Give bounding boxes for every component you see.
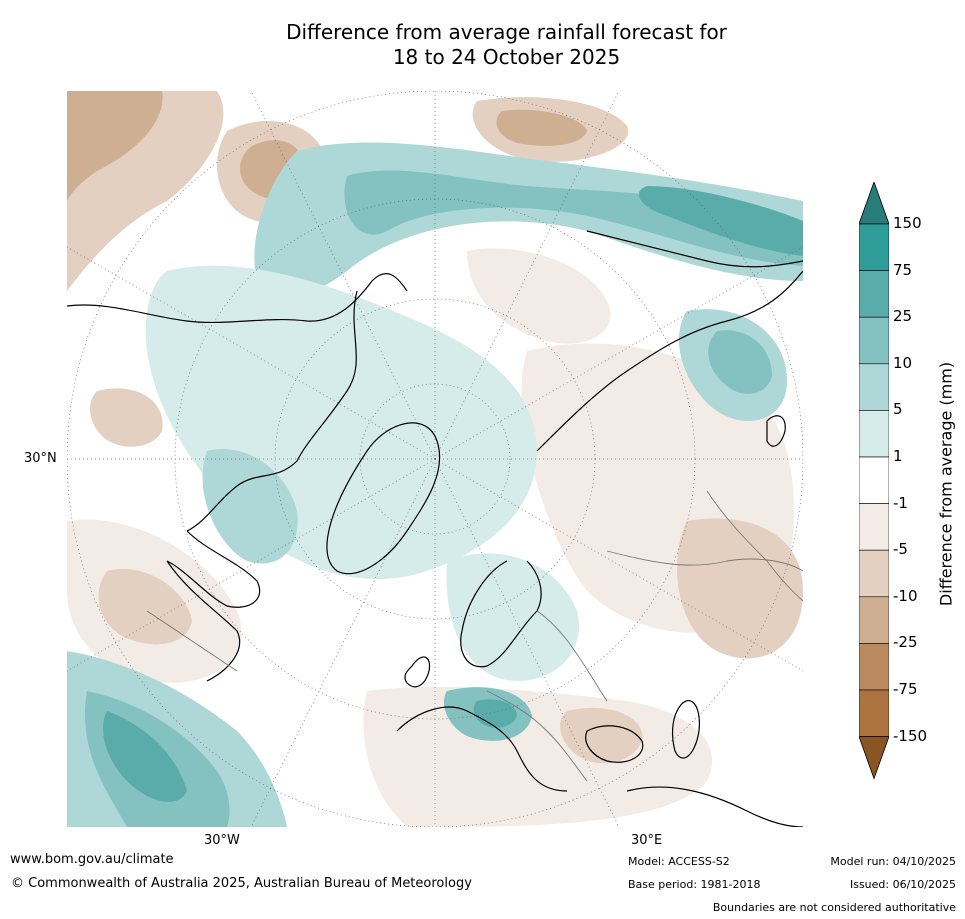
footer-issued: Issued: 06/10/2025 bbox=[849, 878, 956, 891]
colorbar-tick-label: -150 bbox=[893, 726, 928, 745]
colorbar-tick-label: 150 bbox=[893, 214, 922, 232]
wet-region-greenland bbox=[202, 449, 298, 564]
colorbar-bin bbox=[858, 503, 890, 551]
wet-region-atlantic-sw-max bbox=[103, 711, 187, 802]
colorbar-tick-label: -5 bbox=[893, 540, 908, 559]
coastlines bbox=[67, 230, 803, 827]
colorbar-tick-label: 5 bbox=[893, 400, 903, 419]
meridian-120w bbox=[67, 246, 436, 460]
colorbar-bin bbox=[858, 363, 890, 411]
meridian-60e bbox=[434, 458, 803, 672]
coast-russia-arctic bbox=[536, 270, 803, 452]
meridian-120e bbox=[434, 246, 803, 460]
coast-canada-east bbox=[166, 560, 241, 682]
meridian-150e bbox=[434, 91, 620, 460]
lon-label-30w: 30°W bbox=[204, 833, 240, 848]
meridian-30w bbox=[250, 458, 436, 827]
wet-region-arctic bbox=[145, 265, 537, 580]
dry-region-scandinavia bbox=[467, 248, 611, 344]
colorbar-tick-label: -10 bbox=[893, 586, 918, 605]
colorbar-bin bbox=[858, 223, 890, 271]
coast-greenland bbox=[326, 422, 441, 575]
coast-uk bbox=[404, 656, 431, 688]
graticule bbox=[67, 91, 803, 827]
colorbar-svg bbox=[858, 180, 890, 780]
colorbar-tick-label: -1 bbox=[893, 493, 908, 512]
meridian-150w bbox=[250, 91, 436, 460]
meridian-60w bbox=[67, 458, 436, 672]
wet-anomaly-regions bbox=[67, 142, 803, 827]
wet-band-north-pacific-core bbox=[344, 170, 803, 266]
rainfall-anomaly-map bbox=[67, 91, 803, 827]
chart-title: Difference from average rainfall forecas… bbox=[0, 20, 965, 70]
coast-scandinavia bbox=[460, 560, 542, 668]
country-borders bbox=[146, 490, 803, 782]
colorbar-bin bbox=[858, 689, 890, 737]
coast-hudson-bay bbox=[166, 530, 261, 608]
coast-alaska bbox=[67, 273, 408, 324]
border-russia-kazakhstan bbox=[606, 550, 803, 572]
wet-band-north-pacific-max bbox=[638, 186, 803, 256]
colorbar-bin bbox=[858, 456, 890, 504]
border-russia-west bbox=[536, 610, 608, 702]
lon-label-30e: 30°E bbox=[631, 833, 663, 848]
wet-region-n-europe bbox=[446, 553, 579, 681]
dry-region-central-asia bbox=[677, 518, 803, 659]
title-line-1: Difference from average rainfall forecas… bbox=[286, 20, 727, 44]
meridian-30e bbox=[434, 458, 620, 827]
coast-middle-east bbox=[626, 786, 803, 827]
coast-canada-arctic bbox=[186, 290, 358, 532]
colorbar-extend-bottom bbox=[858, 736, 890, 780]
colorbar-title: Difference from average (mm) bbox=[936, 361, 956, 607]
dry-anomaly-regions bbox=[67, 91, 803, 827]
wet-region-asia-east-core bbox=[708, 330, 772, 394]
footer-website: www.bom.gov.au/climate bbox=[10, 852, 174, 867]
dry-region-nw-core bbox=[67, 91, 163, 201]
dry-region-nfld bbox=[90, 388, 163, 447]
footer-disclaimer: Boundaries are not considered authoritat… bbox=[712, 901, 956, 914]
colorbar-tick-label: -25 bbox=[893, 633, 918, 652]
colorbar-bin bbox=[858, 643, 890, 691]
coast-europe-west bbox=[396, 706, 568, 792]
coast-siberia-east bbox=[586, 230, 803, 268]
dry-region-ne-core bbox=[496, 109, 587, 146]
dry-region-mediterranean bbox=[363, 686, 713, 827]
coast-black-sea bbox=[585, 725, 644, 763]
colorbar-bin bbox=[858, 549, 890, 598]
border-china-mongolia bbox=[706, 490, 803, 602]
border-europe-central bbox=[486, 690, 588, 782]
dry-region-balkans bbox=[560, 707, 643, 764]
colorbar-extend-top bbox=[858, 180, 890, 225]
footer-base-period: Base period: 1981-2018 bbox=[628, 878, 761, 891]
title-line-2: 18 to 24 October 2025 bbox=[392, 45, 621, 69]
lat-label-30n: 30°N bbox=[24, 451, 57, 466]
colorbar bbox=[858, 180, 890, 782]
border-canada-us bbox=[146, 610, 238, 672]
footer-model-run: Model run: 04/10/2025 bbox=[830, 855, 956, 868]
map-svg bbox=[67, 91, 803, 827]
coast-caspian bbox=[671, 700, 700, 759]
colorbar-tick-label: 10 bbox=[893, 353, 913, 372]
colorbar-bin bbox=[858, 270, 890, 318]
colorbar-tick-label: 25 bbox=[893, 307, 913, 326]
colorbar-bin bbox=[858, 410, 890, 458]
colorbar-tick-label: 75 bbox=[893, 260, 913, 279]
coast-japan bbox=[766, 415, 786, 447]
colorbar-tick-label: -75 bbox=[893, 680, 918, 698]
colorbar-bin bbox=[858, 596, 890, 644]
footer-model: Model: ACCESS-S2 bbox=[628, 855, 730, 868]
colorbar-bin bbox=[858, 316, 890, 365]
footer-copyright: © Commonwealth of Australia 2025, Austra… bbox=[11, 876, 472, 891]
colorbar-tick-label: 1 bbox=[893, 447, 903, 465]
